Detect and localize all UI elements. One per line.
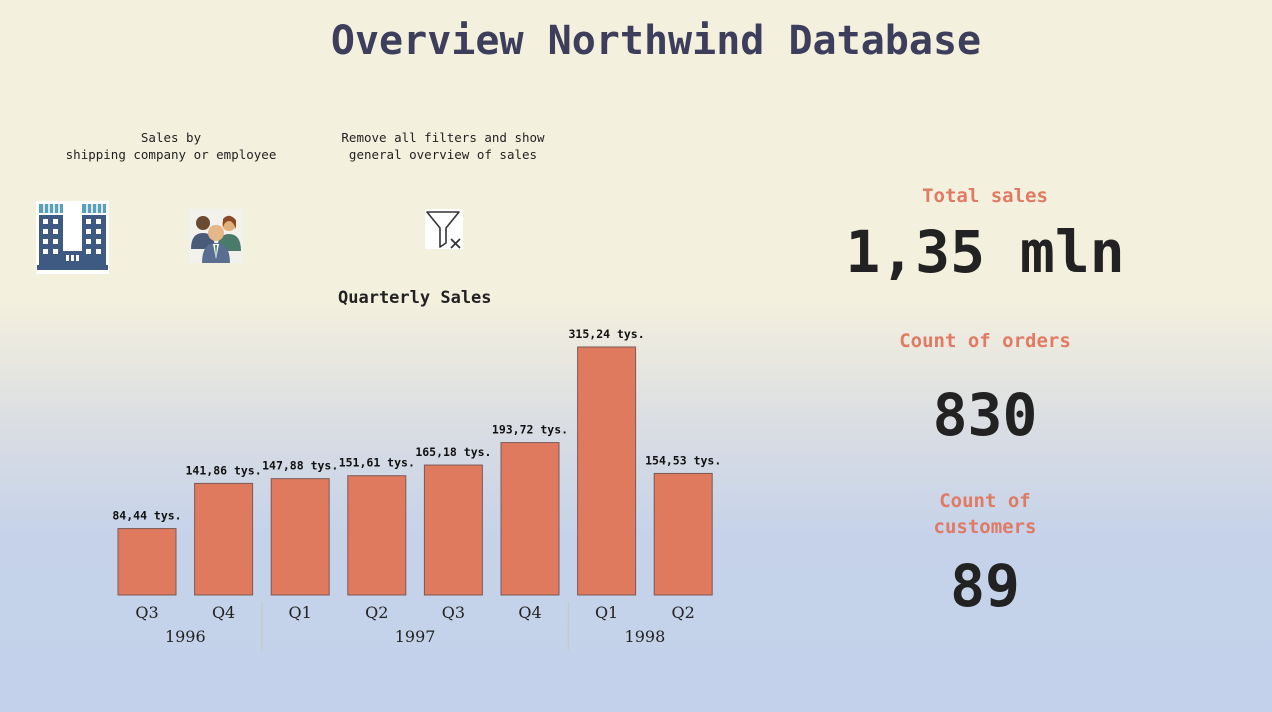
bar bbox=[500, 442, 560, 596]
data-label: 141,86 tys. bbox=[186, 463, 262, 477]
shipping-employee-caption: Sales by shipping company or employee bbox=[65, 130, 277, 162]
data-label: 154,53 tys. bbox=[645, 453, 721, 467]
total-sales-label: Total sales bbox=[922, 185, 1048, 207]
bar bbox=[194, 482, 254, 596]
count-of-orders-label: Count of orders bbox=[899, 330, 1071, 352]
clear-filters-button[interactable] bbox=[425, 209, 463, 249]
x-tick-label: Q4 bbox=[518, 603, 541, 622]
remove-filters-caption: Remove all filters and show general over… bbox=[341, 130, 545, 162]
x-tick-label: Q3 bbox=[135, 603, 158, 622]
x-tick-label: Q1 bbox=[289, 603, 312, 622]
total-sales-value: 1,35 mln bbox=[845, 218, 1125, 286]
chart-title: Quarterly Sales bbox=[338, 288, 492, 308]
data-label: 84,44 tys. bbox=[112, 509, 181, 523]
x-tick-label: Q4 bbox=[212, 603, 235, 622]
bar bbox=[423, 464, 483, 596]
x-group-label: 1997 bbox=[395, 627, 436, 646]
shipping-company-button[interactable] bbox=[36, 201, 109, 274]
data-label: 193,72 tys. bbox=[492, 423, 568, 437]
bar bbox=[653, 472, 713, 596]
count-of-customers-label: Count of customers bbox=[933, 490, 1037, 538]
bar bbox=[577, 346, 637, 596]
bar bbox=[347, 475, 407, 596]
count-of-orders-value: 830 bbox=[932, 381, 1038, 449]
bar bbox=[117, 528, 177, 596]
count-of-customers-value: 89 bbox=[950, 552, 1020, 620]
data-label: 147,88 tys. bbox=[262, 459, 338, 473]
data-label: 315,24 tys. bbox=[569, 327, 645, 341]
building-icon bbox=[36, 201, 109, 274]
data-label: 151,61 tys. bbox=[339, 456, 415, 470]
x-tick-label: Q2 bbox=[672, 603, 695, 622]
x-tick-label: Q1 bbox=[595, 603, 618, 622]
x-tick-label: Q2 bbox=[365, 603, 388, 622]
x-group-label: 1996 bbox=[165, 627, 206, 646]
employee-button[interactable] bbox=[189, 209, 243, 263]
page-title: Overview Northwind Database bbox=[330, 18, 982, 64]
x-group-label: 1998 bbox=[625, 627, 666, 646]
data-label: 165,18 tys. bbox=[415, 445, 491, 459]
clear-filter-icon bbox=[425, 209, 463, 249]
bar bbox=[270, 478, 330, 596]
people-icon bbox=[189, 209, 243, 263]
x-tick-label: Q3 bbox=[442, 603, 465, 622]
